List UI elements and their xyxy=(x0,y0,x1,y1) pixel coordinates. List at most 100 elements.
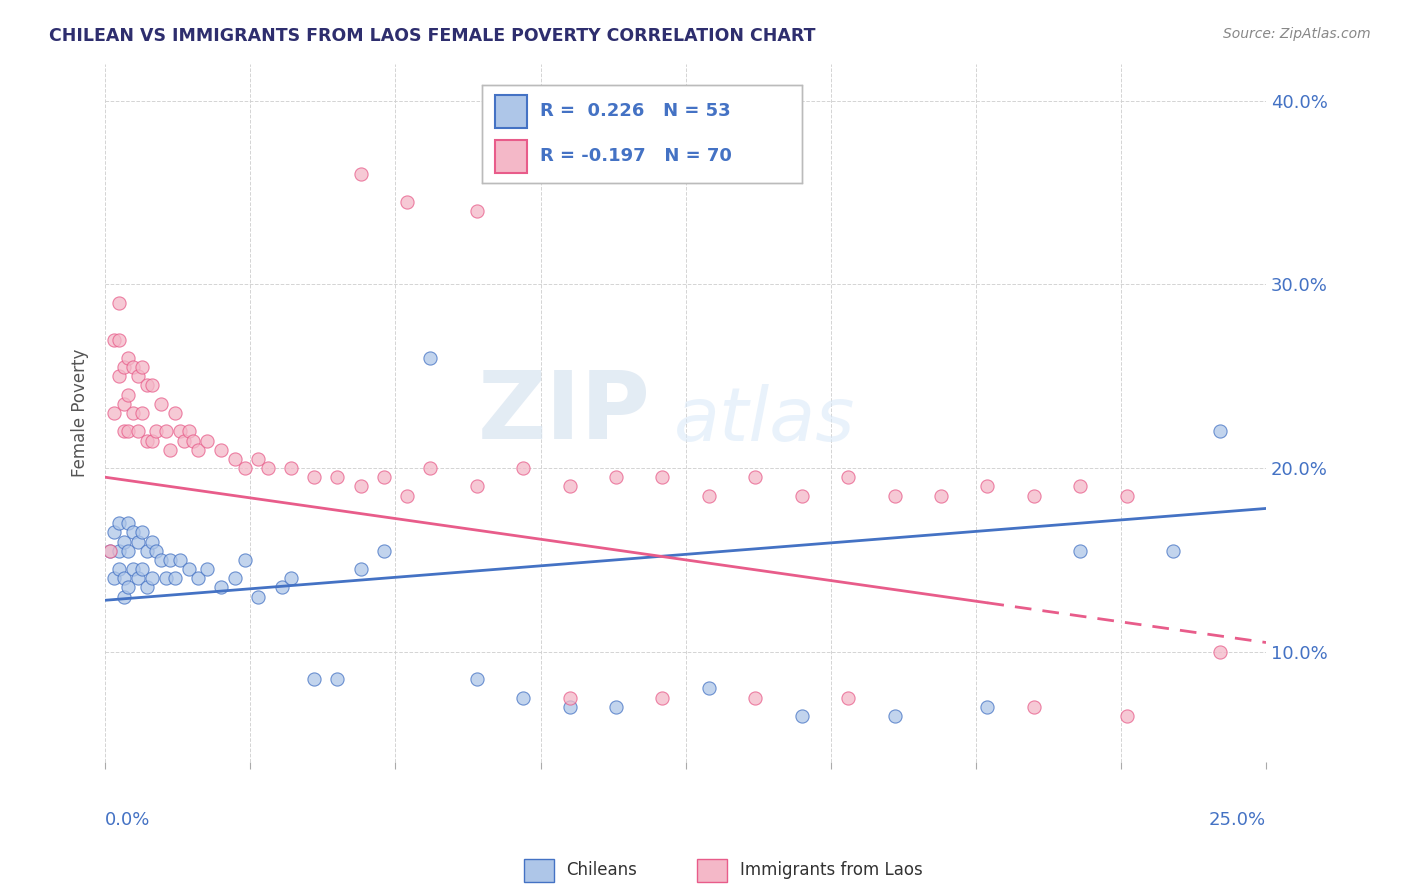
Point xyxy=(558,479,581,493)
Point xyxy=(117,543,139,558)
Point xyxy=(270,581,292,595)
Point xyxy=(233,461,256,475)
Point xyxy=(112,359,135,374)
Text: Chileans: Chileans xyxy=(567,861,637,879)
Text: CHILEAN VS IMMIGRANTS FROM LAOS FEMALE POVERTY CORRELATION CHART: CHILEAN VS IMMIGRANTS FROM LAOS FEMALE P… xyxy=(49,27,815,45)
Point xyxy=(112,534,135,549)
Point xyxy=(326,672,349,686)
Point xyxy=(512,461,534,475)
Point xyxy=(177,425,200,439)
Point xyxy=(131,525,153,540)
Point xyxy=(187,442,209,457)
Point xyxy=(605,470,627,484)
Point xyxy=(256,461,278,475)
Bar xyxy=(697,859,727,882)
Point xyxy=(1022,699,1045,714)
Point xyxy=(127,425,149,439)
Text: 0.0%: 0.0% xyxy=(105,811,150,829)
Point xyxy=(558,699,581,714)
Point xyxy=(280,571,302,585)
Point xyxy=(131,359,153,374)
Point xyxy=(131,562,153,576)
Point xyxy=(112,425,135,439)
Point xyxy=(195,434,218,448)
Point xyxy=(247,451,270,466)
Point xyxy=(697,681,720,696)
Point xyxy=(883,709,905,723)
Point xyxy=(159,442,181,457)
Point xyxy=(280,461,302,475)
Point xyxy=(465,479,488,493)
Point xyxy=(159,553,181,567)
Point xyxy=(98,543,121,558)
Point xyxy=(247,590,270,604)
Point xyxy=(651,470,673,484)
Point xyxy=(122,525,145,540)
Point xyxy=(558,690,581,705)
Point xyxy=(976,699,998,714)
Point xyxy=(122,359,145,374)
Point xyxy=(155,425,177,439)
Y-axis label: Female Poverty: Female Poverty xyxy=(72,349,89,477)
Point xyxy=(103,571,125,585)
Point xyxy=(1069,479,1091,493)
Point xyxy=(149,397,172,411)
Point xyxy=(837,470,859,484)
Point xyxy=(141,378,163,392)
Point xyxy=(108,562,131,576)
Point xyxy=(1208,425,1230,439)
Point xyxy=(136,543,159,558)
Point xyxy=(127,369,149,384)
Point xyxy=(326,470,349,484)
Point xyxy=(349,479,371,493)
Point xyxy=(512,690,534,705)
Point xyxy=(976,479,998,493)
Point xyxy=(103,525,125,540)
Point xyxy=(302,470,325,484)
Point xyxy=(122,562,145,576)
Point xyxy=(98,543,121,558)
Point xyxy=(395,489,418,503)
Point xyxy=(117,425,139,439)
Text: atlas: atlas xyxy=(673,384,855,456)
Point xyxy=(224,571,246,585)
Point xyxy=(122,406,145,420)
Point xyxy=(141,434,163,448)
Point xyxy=(103,333,125,347)
Point xyxy=(302,672,325,686)
Point xyxy=(127,571,149,585)
Text: ZIP: ZIP xyxy=(478,367,651,459)
Point xyxy=(195,562,218,576)
Point xyxy=(136,434,159,448)
Point xyxy=(373,470,395,484)
Point xyxy=(112,590,135,604)
Text: Source: ZipAtlas.com: Source: ZipAtlas.com xyxy=(1223,27,1371,41)
Point xyxy=(108,333,131,347)
Point xyxy=(349,167,371,181)
Point xyxy=(209,581,232,595)
Point xyxy=(373,543,395,558)
Point xyxy=(744,470,766,484)
Point xyxy=(136,378,159,392)
Point xyxy=(112,397,135,411)
Point xyxy=(187,571,209,585)
Point xyxy=(1161,543,1184,558)
Point xyxy=(1115,709,1137,723)
Point xyxy=(790,489,813,503)
Point xyxy=(131,406,153,420)
Point xyxy=(141,571,163,585)
Point xyxy=(419,461,441,475)
Point xyxy=(465,204,488,219)
Point xyxy=(209,442,232,457)
Point xyxy=(112,571,135,585)
Point xyxy=(163,571,186,585)
Point xyxy=(103,406,125,420)
Point xyxy=(790,709,813,723)
Point xyxy=(117,581,139,595)
Point xyxy=(395,194,418,209)
Point xyxy=(169,553,191,567)
Point xyxy=(163,406,186,420)
Point xyxy=(1022,489,1045,503)
Point xyxy=(173,434,195,448)
Point xyxy=(117,387,139,401)
